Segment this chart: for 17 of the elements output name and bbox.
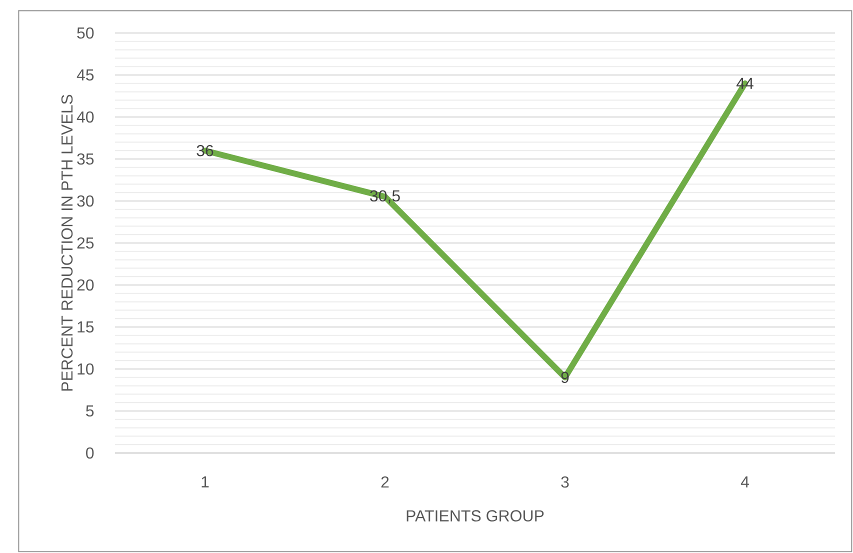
- y-axis-title: PERCENT REDUCTION IN PTH LEVELS: [61, 94, 73, 391]
- x-axis-title: PATIENTS GROUP: [406, 510, 544, 522]
- y-tick-label: 10: [78, 363, 94, 375]
- x-tick-label: 3: [561, 476, 569, 488]
- x-tick-label: 2: [381, 476, 389, 488]
- y-tick-label: 50: [77, 27, 94, 39]
- y-tick-label: 0: [86, 447, 94, 459]
- x-tick-label: 4: [740, 476, 749, 488]
- y-tick-label: 25: [77, 237, 94, 249]
- x-tick-label: 1: [202, 476, 209, 488]
- y-tick-label: 15: [78, 321, 94, 333]
- y-tick-label: 20: [77, 279, 94, 291]
- y-tick-label: 40: [76, 111, 94, 123]
- y-tick-label: 5: [86, 405, 94, 417]
- y-tick-label: 45: [76, 69, 94, 81]
- y-tick-label: 30: [77, 195, 94, 207]
- y-tick-label: 35: [77, 153, 94, 165]
